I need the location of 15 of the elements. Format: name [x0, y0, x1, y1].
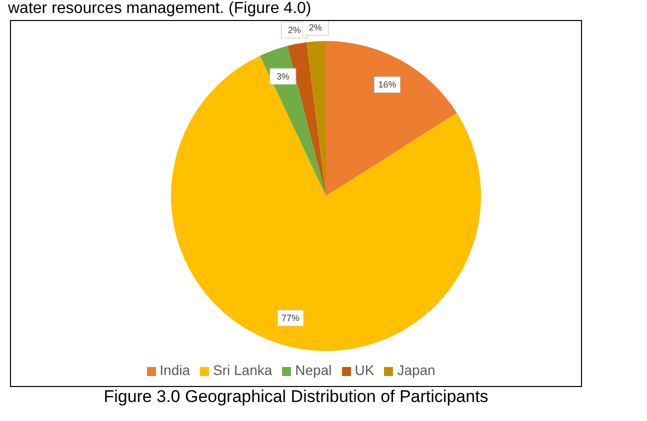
data-label: 2% [288, 24, 301, 35]
legend-label: India [160, 362, 190, 378]
pie-slice [326, 41, 457, 196]
pie-slice [306, 41, 326, 196]
legend-label: UK [354, 362, 374, 378]
data-label: 16% [378, 80, 396, 90]
data-label: 77% [282, 313, 300, 324]
pie-slice [171, 56, 481, 351]
legend-label: Nepal [295, 362, 332, 378]
legend-label: Japan [397, 362, 436, 378]
data-label: 3% [276, 71, 290, 82]
text: water resources management. (Figure 4.0) [8, 0, 312, 18]
data-label: 2% [308, 22, 322, 32]
text: Figure 3.0 Geographical Distribution of Participants [102, 387, 490, 407]
legend-label: Sri Lanka [213, 362, 272, 378]
